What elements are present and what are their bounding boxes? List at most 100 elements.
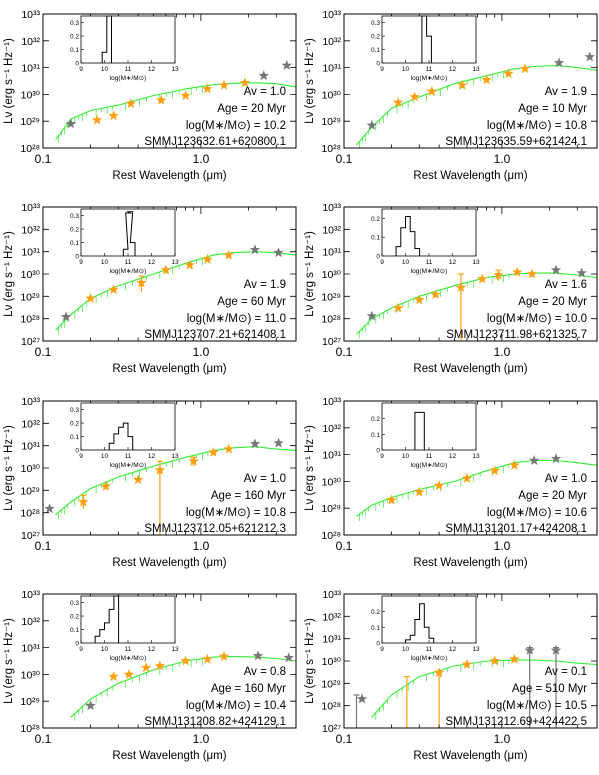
photometry-point-orange: [180, 90, 191, 101]
x-tick-label: 1.0: [494, 539, 511, 553]
photometry-point-grey: [44, 503, 55, 514]
inset-y-tick-label: 0: [75, 61, 79, 68]
sed-panel-6: 0.1 1.0 10²⁸ 10²⁹ 10³⁰ 10³¹ 10³² 10³³ Rest Wavel…: [304, 396, 598, 569]
inset-y-tick-label: 0: [376, 61, 380, 68]
inset-y-tick-label: 0.1: [70, 627, 79, 634]
photometry-point-grey: [550, 264, 562, 275]
y-tick-label: 10²⁹: [321, 116, 341, 128]
photometry-point-orange: [526, 268, 538, 279]
y-tick-label: 10²⁷: [322, 336, 341, 348]
inset-y-tick-label: 0: [376, 448, 380, 455]
x-tick-label: 1.0: [494, 345, 511, 359]
y-axis-ticks: [344, 206, 597, 342]
inset-x-tick-label: 9: [380, 646, 384, 653]
inset-x-tick-label: 13: [171, 453, 179, 460]
photometry-point-orange: [481, 74, 492, 85]
inset-y-tick-label: 0.3: [70, 600, 79, 607]
mass-value: log(M∗/M⊙) = 10.5: [487, 700, 587, 712]
photometry-point-orange: [455, 281, 467, 292]
error-bar: [403, 676, 410, 728]
plot-area: [356, 51, 597, 148]
photometry-point-orange: [140, 662, 152, 673]
photometry-point-orange: [85, 293, 96, 303]
photometry-point-grey: [576, 267, 587, 278]
inset-ticks: [381, 218, 477, 257]
photometry-point-orange: [493, 269, 504, 280]
source-name: SMMJ131212.69+424422.5: [445, 716, 587, 728]
photometry-point-grey: [553, 57, 565, 68]
y-axis-label: Lν (erg s⁻¹ Hz⁻¹): [304, 425, 316, 511]
inset-frame: [381, 402, 477, 451]
inset-y-tick-label: 0.2: [70, 614, 79, 621]
inset-x-axis-label: log(M∗/M⊙): [110, 268, 147, 275]
inset-ticks: [80, 602, 176, 644]
inset-y-tick-label: 0.2: [371, 609, 380, 616]
plot-area: [55, 60, 296, 143]
x-tick-label: 0.1: [336, 539, 353, 553]
x-tick-label: 1.0: [193, 152, 210, 166]
sed-panel-2: 0.1 1.0 10²⁸ 10²⁹ 10³⁰ 10³¹ 10³² 10³³ Rest Wavel…: [304, 9, 598, 182]
x-tick-label: 1.0: [494, 152, 511, 166]
source-name: SMMJ131208.82+424129.1: [144, 716, 286, 728]
photometry-point-grey: [249, 438, 261, 449]
photometry-point-grey: [550, 644, 562, 655]
inset-x-tick-label: 12: [449, 259, 457, 266]
photometry-point-grey: [258, 70, 269, 81]
inset-y-tick-label: 0.3: [70, 20, 79, 27]
y-tick-label: 10²⁹: [321, 503, 341, 515]
photometry-point-orange: [433, 667, 445, 678]
inset-ticks: [80, 215, 176, 257]
mass-value: log(M∗/M⊙) = 10.2: [186, 120, 286, 132]
photometry-point-orange: [180, 655, 191, 666]
inset-y-tick-label: 0.2: [371, 216, 380, 223]
histogram-bars: [122, 211, 136, 256]
photometry-point-orange: [202, 253, 213, 264]
inset-frame: [80, 15, 176, 64]
inset-ticks: [80, 22, 176, 64]
x-tick-label: 0.1: [35, 345, 52, 359]
inset-y-tick-label: 0: [75, 254, 79, 261]
y-tick-label: 10²⁹: [20, 291, 40, 303]
inset-y-tick-label: 0.2: [70, 34, 79, 41]
age-value: Age = 10 Myr: [518, 103, 587, 115]
photometry-point-orange: [188, 455, 199, 466]
photometry-point-orange: [108, 671, 119, 682]
inset-x-tick-label: 13: [171, 66, 179, 73]
photometry-point-orange: [223, 249, 234, 260]
photometry-point-grey: [283, 652, 294, 663]
photometry-point-orange: [154, 464, 166, 475]
inset-x-tick-label: 12: [449, 646, 457, 653]
photometry-point-orange: [477, 273, 488, 284]
photometry-point-orange: [100, 480, 112, 491]
y-tick-label: 10³³: [21, 589, 40, 601]
model-sed-curve: [371, 659, 597, 718]
y-tick-label: 10²⁸: [20, 723, 40, 735]
y-axis-label: Lν (erg s⁻¹ Hz⁻¹): [3, 425, 15, 511]
mass-value: log(M∗/M⊙) = 10.8: [186, 507, 286, 519]
inset-x-tick-label: 10: [101, 66, 109, 73]
inset-y-tick-label: 0.3: [70, 407, 79, 414]
mass-value: log(M∗/M⊙) = 10.0: [487, 313, 587, 325]
inset-y-tick-label: 0.1: [70, 434, 79, 441]
inset-x-tick-label: 12: [449, 66, 457, 73]
model-sed-absorption-lines: [74, 657, 209, 721]
age-value: Age = 20 Myr: [518, 490, 587, 502]
y-tick-label: 10³¹: [322, 450, 341, 462]
mass-histogram-inset: 9 10 11 12 13 0 0.1 0.2 log(M∗/M⊙): [371, 402, 480, 469]
photometry-point-orange: [512, 266, 523, 277]
model-sed-curve: [55, 251, 296, 331]
av-value: Av = 1.0: [545, 473, 587, 485]
plot-area: [356, 264, 597, 341]
inset-x-tick-label: 10: [402, 66, 410, 73]
y-axis-ticks: [344, 400, 597, 536]
inset-frame: [381, 15, 477, 64]
mass-histogram-inset: 9 10 11 12 13 0 0.1 0.2 0.3 log(M∗/M⊙): [70, 208, 179, 275]
source-name: SMMJ123712.05+621212.3: [144, 523, 286, 535]
y-tick-label: 10²⁹: [20, 485, 40, 497]
plot-area: [353, 644, 597, 728]
inset-y-tick-label: 0.1: [70, 47, 79, 54]
inset-x-tick-label: 9: [380, 453, 384, 460]
inset-x-tick-label: 10: [402, 453, 410, 460]
plot-area: [70, 650, 296, 721]
histogram-bars: [108, 422, 134, 450]
